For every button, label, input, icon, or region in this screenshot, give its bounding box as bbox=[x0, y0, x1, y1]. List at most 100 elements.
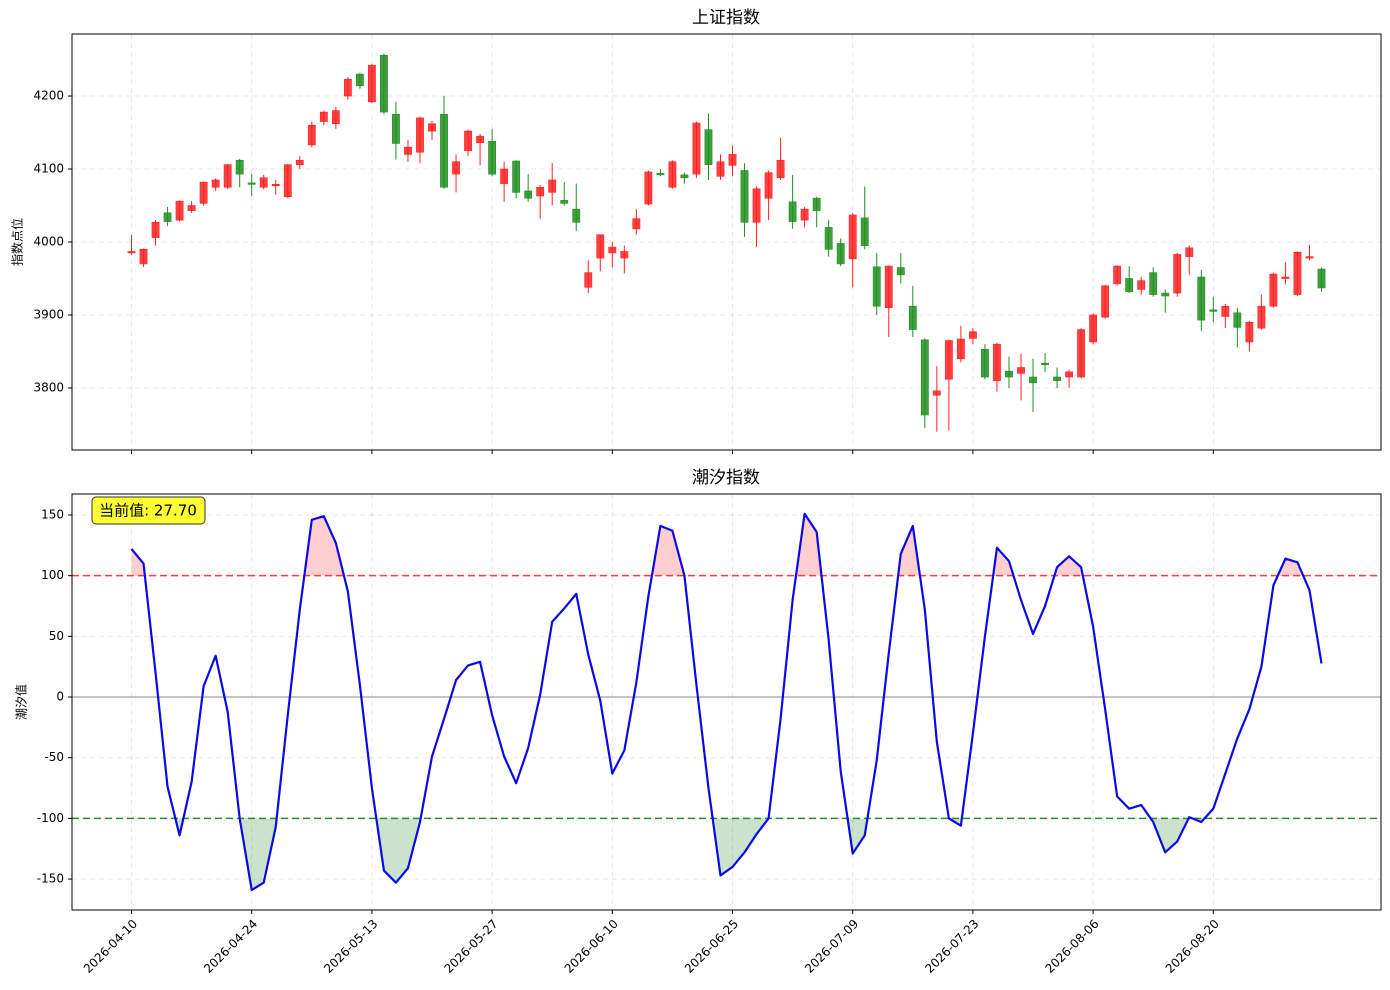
candle-body bbox=[920, 339, 929, 416]
candle-body bbox=[752, 188, 761, 223]
annotation-box bbox=[91, 496, 206, 525]
candle-body bbox=[392, 113, 400, 144]
candle-body bbox=[235, 159, 244, 175]
bottom-y-label: 潮汐值 bbox=[14, 684, 29, 720]
candle-body bbox=[512, 160, 521, 193]
candle-body bbox=[908, 305, 917, 330]
candle-body bbox=[812, 197, 821, 211]
candle-body bbox=[1137, 280, 1146, 290]
candle-body bbox=[404, 146, 412, 155]
x-tick-label: 2026-06-10 bbox=[562, 917, 621, 976]
candle-body bbox=[331, 110, 340, 125]
candle-body bbox=[199, 181, 208, 204]
candle-body bbox=[367, 65, 376, 103]
candle-body bbox=[223, 164, 232, 188]
candle-body bbox=[860, 217, 869, 246]
annotation: 当前值: 27.70 bbox=[99, 502, 197, 520]
candle-body bbox=[355, 73, 364, 87]
candle-body bbox=[572, 208, 581, 223]
candle-body bbox=[1221, 305, 1230, 317]
candle-body bbox=[596, 234, 605, 259]
candle-body bbox=[1305, 256, 1314, 259]
y-tick-label: -50 bbox=[44, 750, 64, 764]
y-tick-label: 4200 bbox=[33, 89, 64, 103]
candle-body bbox=[668, 161, 677, 188]
x-tick-label: 2026-07-09 bbox=[802, 917, 861, 976]
candle-body bbox=[1149, 272, 1158, 295]
candle-body bbox=[1077, 329, 1086, 378]
candle-body bbox=[380, 54, 388, 113]
candle-body bbox=[343, 78, 352, 97]
y-tick-label: 4100 bbox=[33, 162, 64, 176]
candle-body bbox=[1089, 314, 1098, 343]
candle-body bbox=[271, 184, 280, 187]
candle-body bbox=[548, 179, 557, 193]
candle-body bbox=[1173, 254, 1182, 294]
candle-body bbox=[440, 113, 448, 188]
candle-body bbox=[500, 168, 509, 184]
candle-body bbox=[319, 111, 328, 122]
candle-body bbox=[993, 343, 1001, 381]
candle-body bbox=[1041, 362, 1049, 365]
top-title: 上证指数 bbox=[692, 8, 760, 28]
candle-body bbox=[1257, 305, 1266, 329]
x-tick-label: 2026-08-20 bbox=[1163, 917, 1222, 976]
candle-body bbox=[896, 267, 905, 276]
y-tick-label: 3900 bbox=[33, 307, 64, 321]
candle-body bbox=[848, 214, 857, 260]
candle-body bbox=[175, 200, 184, 221]
candle-body bbox=[800, 208, 809, 221]
candle-body bbox=[1245, 321, 1254, 343]
axes-frame bbox=[71, 493, 1382, 911]
tide-line bbox=[130, 512, 1323, 892]
candle-body bbox=[740, 170, 749, 223]
candle-body bbox=[1029, 376, 1037, 384]
candle-body bbox=[836, 243, 845, 265]
y-tick-label: -150 bbox=[37, 872, 64, 886]
candle-body bbox=[452, 161, 460, 175]
candle-body bbox=[1101, 285, 1110, 318]
candle-body bbox=[969, 331, 977, 339]
candle-body bbox=[187, 205, 196, 211]
candle-body bbox=[1113, 265, 1122, 284]
x-tick-label: 2026-07-23 bbox=[922, 917, 981, 976]
candle-body bbox=[1017, 367, 1025, 374]
candle-body bbox=[428, 123, 436, 132]
y-tick-label: 0 bbox=[56, 690, 64, 704]
candle-body bbox=[488, 140, 497, 175]
candle-body bbox=[584, 272, 593, 288]
candle-body bbox=[1125, 278, 1134, 292]
candle-body bbox=[872, 266, 881, 307]
candle-body bbox=[211, 179, 220, 188]
candle-body bbox=[139, 248, 148, 265]
candle-body bbox=[788, 201, 797, 222]
y-tick-label: 100 bbox=[41, 568, 64, 582]
candle-body bbox=[259, 177, 268, 188]
candle-body bbox=[704, 129, 713, 165]
candle-body bbox=[524, 190, 533, 199]
y-tick-label: 50 bbox=[49, 629, 64, 643]
candle-body bbox=[1161, 292, 1170, 297]
candle-body bbox=[464, 130, 472, 152]
x-tick-label: 2026-04-24 bbox=[201, 917, 260, 976]
candle-body bbox=[163, 212, 172, 222]
candle-body bbox=[416, 117, 424, 153]
oversold-fill bbox=[131, 818, 1322, 890]
candle-body bbox=[776, 159, 785, 179]
y-tick-label: 150 bbox=[41, 507, 64, 521]
candle-body bbox=[536, 186, 545, 197]
candle-body bbox=[981, 348, 989, 378]
candle-body bbox=[1233, 312, 1242, 328]
candle-body bbox=[1053, 376, 1061, 381]
x-tick-label: 2026-08-06 bbox=[1042, 917, 1101, 976]
candle-body bbox=[283, 164, 292, 198]
x-tick-label: 2026-05-27 bbox=[441, 917, 500, 976]
candle-body bbox=[151, 221, 160, 238]
candle-body bbox=[692, 122, 701, 175]
candle-body bbox=[1065, 371, 1073, 378]
candle-body bbox=[620, 251, 629, 259]
candle-body bbox=[944, 340, 953, 380]
candle-body bbox=[1005, 370, 1013, 378]
candle-body bbox=[1317, 268, 1326, 289]
